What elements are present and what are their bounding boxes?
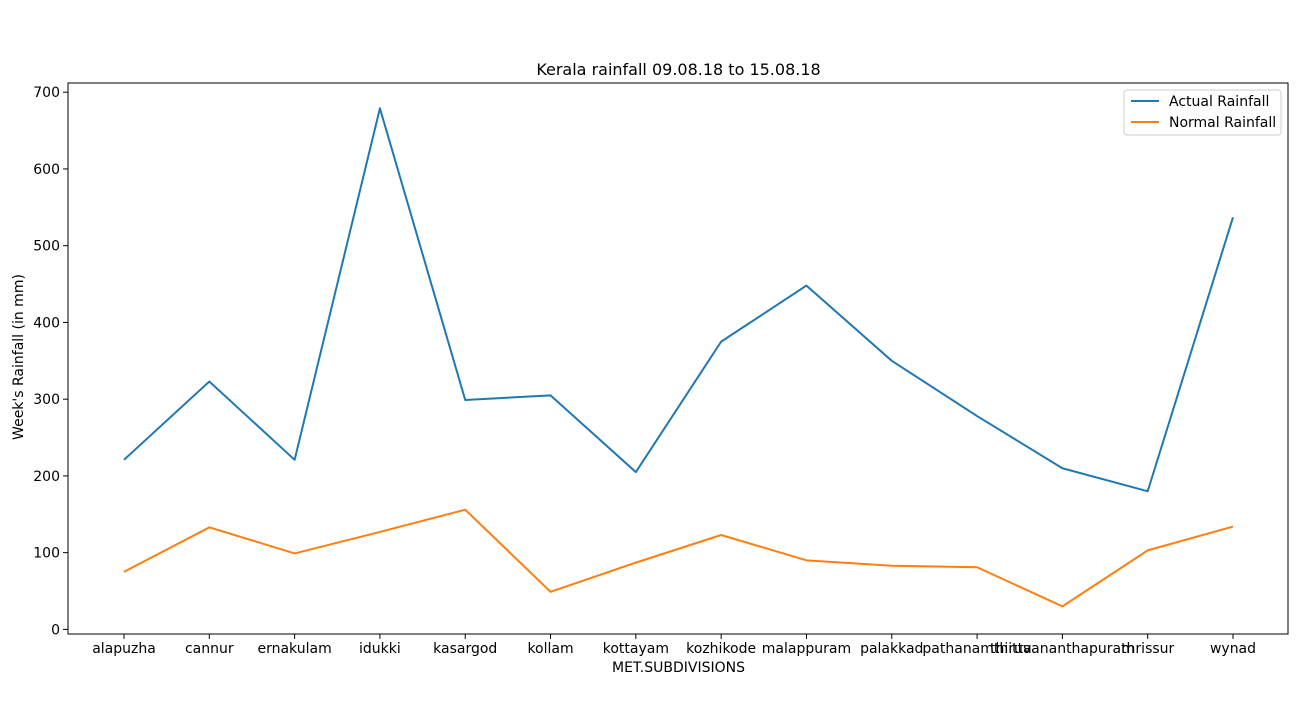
y-tick-label: 400 <box>33 315 60 331</box>
series-line-1 <box>123 508 1234 608</box>
data-point-1-2 <box>294 552 296 554</box>
x-tick-label: malappuram <box>762 641 851 657</box>
chart-title: Kerala rainfall 09.08.18 to 15.08.18 <box>536 60 820 79</box>
data-point-1-0 <box>123 571 125 573</box>
x-axis-title: MET.SUBDIVISIONS <box>612 660 745 676</box>
data-point-0-0 <box>123 459 125 461</box>
data-point-0-13 <box>1232 216 1234 218</box>
data-point-0-8 <box>805 285 807 287</box>
x-tick-label: cannur <box>185 641 234 657</box>
data-point-0-1 <box>208 381 210 383</box>
plot-frame <box>67 82 1289 635</box>
legend-label-1: Normal Rainfall <box>1169 115 1276 131</box>
data-point-0-3 <box>379 107 381 109</box>
series-line-0 <box>123 107 1234 493</box>
y-axis-title: Week's Rainfall (in mm) <box>11 274 27 440</box>
data-point-0-7 <box>720 341 722 343</box>
plot-area <box>123 107 1234 608</box>
data-point-1-7 <box>720 534 722 536</box>
y-tick-label: 600 <box>33 162 60 178</box>
legend: Actual Rainfall Normal Rainfall <box>1123 89 1282 136</box>
y-tick-label: 100 <box>33 546 60 562</box>
data-point-0-9 <box>891 360 893 362</box>
x-tick-label: wynad <box>1210 641 1256 657</box>
data-point-1-10 <box>976 566 978 568</box>
data-point-0-11 <box>1061 467 1063 469</box>
y-tick-label: 200 <box>33 469 60 485</box>
data-point-1-1 <box>208 526 210 528</box>
x-tick-label: ernakulam <box>257 641 331 657</box>
data-point-1-3 <box>379 531 381 533</box>
x-tick-label: idukki <box>359 641 401 657</box>
y-tick-label: 500 <box>33 239 60 255</box>
data-point-0-2 <box>294 459 296 461</box>
data-point-0-10 <box>976 415 978 417</box>
data-point-1-4 <box>464 509 466 511</box>
data-point-1-9 <box>891 565 893 567</box>
data-point-1-8 <box>805 559 807 561</box>
axes: alapuzha cannur ernakulam idukki kasargod kol… <box>33 82 1289 657</box>
data-point-1-6 <box>635 562 637 564</box>
x-tick-label: pathanamthitta <box>922 641 1031 657</box>
x-tick-label: kasargod <box>433 641 497 657</box>
x-tick-label: thrissur <box>1121 641 1174 657</box>
data-point-0-5 <box>550 394 552 396</box>
data-point-1-13 <box>1232 526 1234 528</box>
legend-label-0: Actual Rainfall <box>1169 94 1269 110</box>
y-tick-label: 300 <box>33 392 60 408</box>
data-point-1-5 <box>550 591 552 593</box>
x-tick-label: alapuzha <box>92 641 156 657</box>
data-point-1-11 <box>1061 605 1063 607</box>
data-point-0-12 <box>1147 490 1149 492</box>
data-point-0-6 <box>635 471 637 473</box>
x-tick-label: palakkad <box>860 641 923 657</box>
x-tick-label: kollam <box>527 641 573 657</box>
x-tick-label: kottayam <box>603 641 669 657</box>
y-tick-label: 700 <box>33 85 60 101</box>
x-tick-label: kozhikode <box>686 641 756 657</box>
data-point-1-12 <box>1147 549 1149 551</box>
x-tick-label: thiruvananthapuram <box>990 641 1135 657</box>
y-tick-label: 0 <box>51 622 60 638</box>
data-point-0-4 <box>464 399 466 401</box>
legend-box <box>1123 89 1282 136</box>
